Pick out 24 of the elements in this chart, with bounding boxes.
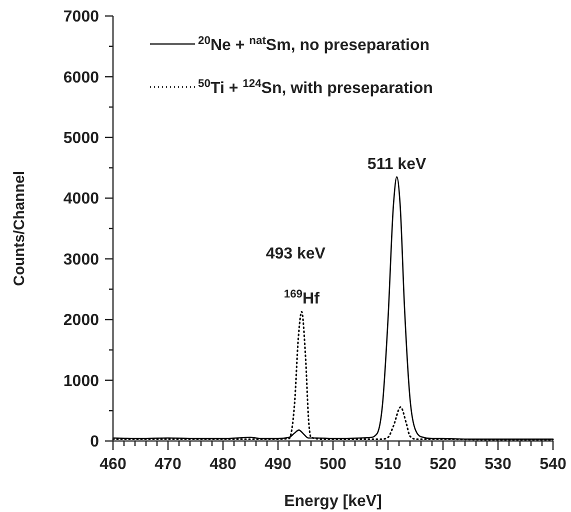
y-tick-label: 1000	[63, 372, 100, 390]
x-tick-label: 500	[320, 456, 346, 473]
y-tick-label: 0	[90, 434, 100, 451]
annotation: $^{169}$Hf	[284, 288, 320, 308]
annotation: 493 keV	[266, 246, 326, 263]
y-axis-title: Counts/Channel	[11, 171, 28, 286]
x-tick-label: 520	[430, 456, 456, 473]
y-tick-label: 7000	[63, 8, 100, 26]
annotation: 511 keV	[367, 156, 426, 173]
legend-label: $^{50}$Ti + $^{124}$Sn, with preseparation	[198, 78, 433, 97]
x-tick-label: 480	[210, 456, 236, 473]
x-tick-label: 510	[374, 456, 402, 473]
y-tick-label: 5000	[63, 130, 100, 148]
x-axis-title: Energy [keV]	[284, 493, 382, 510]
x-tick-label: 530	[484, 456, 512, 473]
x-tick-label: 470	[154, 456, 182, 473]
y-tick-label: 3000	[63, 251, 100, 268]
x-tick-label: 460	[100, 456, 126, 473]
y-tick-label: 2000	[63, 312, 100, 330]
legend-label: $^{20}$Ne + $^{nat}$Sm, no preseparation	[198, 35, 430, 54]
y-tick-label: 6000	[63, 69, 100, 86]
x-tick-label: 540	[540, 456, 566, 473]
y-tick-label: 4000	[63, 190, 100, 208]
x-tick-label: 490	[264, 456, 292, 473]
